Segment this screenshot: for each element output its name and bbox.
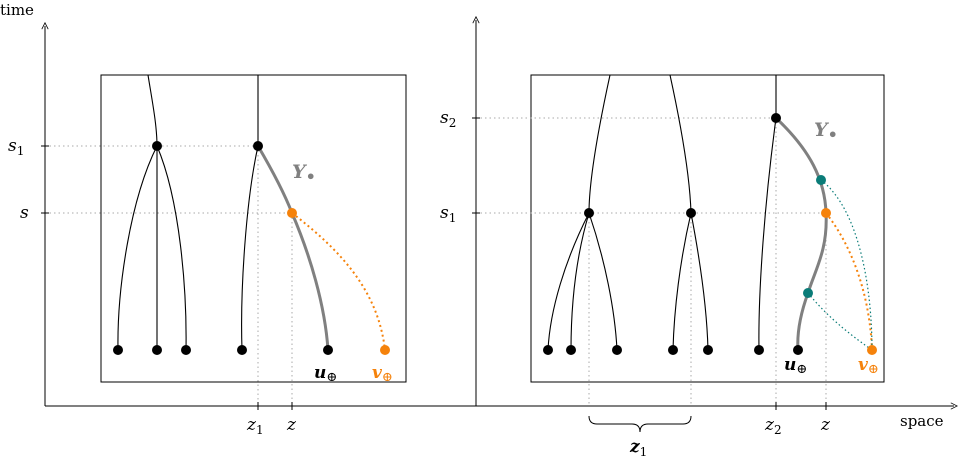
right-lineage-c-1 <box>758 117 777 351</box>
right-xlabel-z: z <box>820 415 831 435</box>
left-leaf-4 <box>237 345 247 355</box>
left-gray-path <box>256 145 330 351</box>
left-lineage-a-top <box>147 74 158 147</box>
right-lineage-a-3 <box>588 212 618 351</box>
right-brace <box>588 415 692 433</box>
right-lineage-a-top <box>588 74 611 214</box>
left-leaf-v <box>380 345 390 355</box>
right-u-label: u⊕ <box>784 355 807 377</box>
left-ylabel-s1: s1 <box>8 136 24 158</box>
right-leaf-v <box>867 345 877 355</box>
right-node-s2 <box>771 113 781 123</box>
right-lineage-b-top <box>669 74 692 214</box>
y-axis-label: time <box>0 1 34 19</box>
right-teal-dotted-upper <box>820 179 873 351</box>
right-brace-label: z1 <box>629 437 647 459</box>
right-node-s1-b <box>686 208 696 218</box>
right-genealogy <box>547 74 777 351</box>
right-panel: space <box>440 20 954 459</box>
right-leaf-u <box>793 345 803 355</box>
right-leaf-5 <box>703 345 713 355</box>
right-leaf-1 <box>543 345 553 355</box>
left-leaf-1 <box>113 345 123 355</box>
right-leaf-3 <box>612 345 622 355</box>
left-panel: time <box>0 1 476 437</box>
left-leaf-2 <box>152 345 162 355</box>
left-v-label: v⊕ <box>372 363 393 385</box>
right-node-s1-a <box>584 208 594 218</box>
right-leaf-4 <box>668 345 678 355</box>
x-axis-label: space <box>900 412 944 430</box>
right-lineage-a-2 <box>570 212 590 351</box>
right-frame <box>530 74 885 383</box>
left-ylabel-s: s <box>20 203 29 223</box>
left-lineage-b-1 <box>241 145 259 351</box>
left-lineage-a-1 <box>117 145 158 351</box>
right-node-z <box>821 208 831 218</box>
right-orange-dotted <box>825 212 873 351</box>
right-node-teal-lower <box>803 288 813 298</box>
right-v-label: v⊕ <box>858 355 879 377</box>
right-ylabel-s1: s1 <box>440 203 456 225</box>
left-node-s1-b <box>253 141 263 151</box>
right-leaf-6 <box>754 345 764 355</box>
right-teal-dotted-lower <box>807 292 873 351</box>
left-genealogy <box>117 74 259 351</box>
left-xlabel-z: z <box>286 415 297 435</box>
left-u-label: u⊕ <box>314 363 337 385</box>
right-leaf-2 <box>566 345 576 355</box>
right-gray-path <box>774 116 828 351</box>
right-node-teal-upper <box>816 175 826 185</box>
left-ylabel-s1-sub: 1 <box>17 144 25 158</box>
left-xlabel-z1: z1 <box>246 415 264 437</box>
left-lineage-a-3 <box>156 145 187 351</box>
left-frame <box>100 74 407 383</box>
left-leaf-u <box>323 345 333 355</box>
left-orange-dotted <box>291 212 386 351</box>
right-lineage-a-1 <box>547 212 590 351</box>
right-lineage-b-2 <box>690 212 709 351</box>
left-node-s1-a <box>152 141 162 151</box>
left-process-label: Y• <box>292 161 316 186</box>
left-leaf-3 <box>181 345 191 355</box>
right-lineage-b-1 <box>672 212 692 351</box>
right-xlabel-z2: z2 <box>764 415 782 437</box>
left-node-z <box>287 208 297 218</box>
right-ylabel-s2: s2 <box>440 108 456 130</box>
right-process-label: Y• <box>814 119 838 144</box>
